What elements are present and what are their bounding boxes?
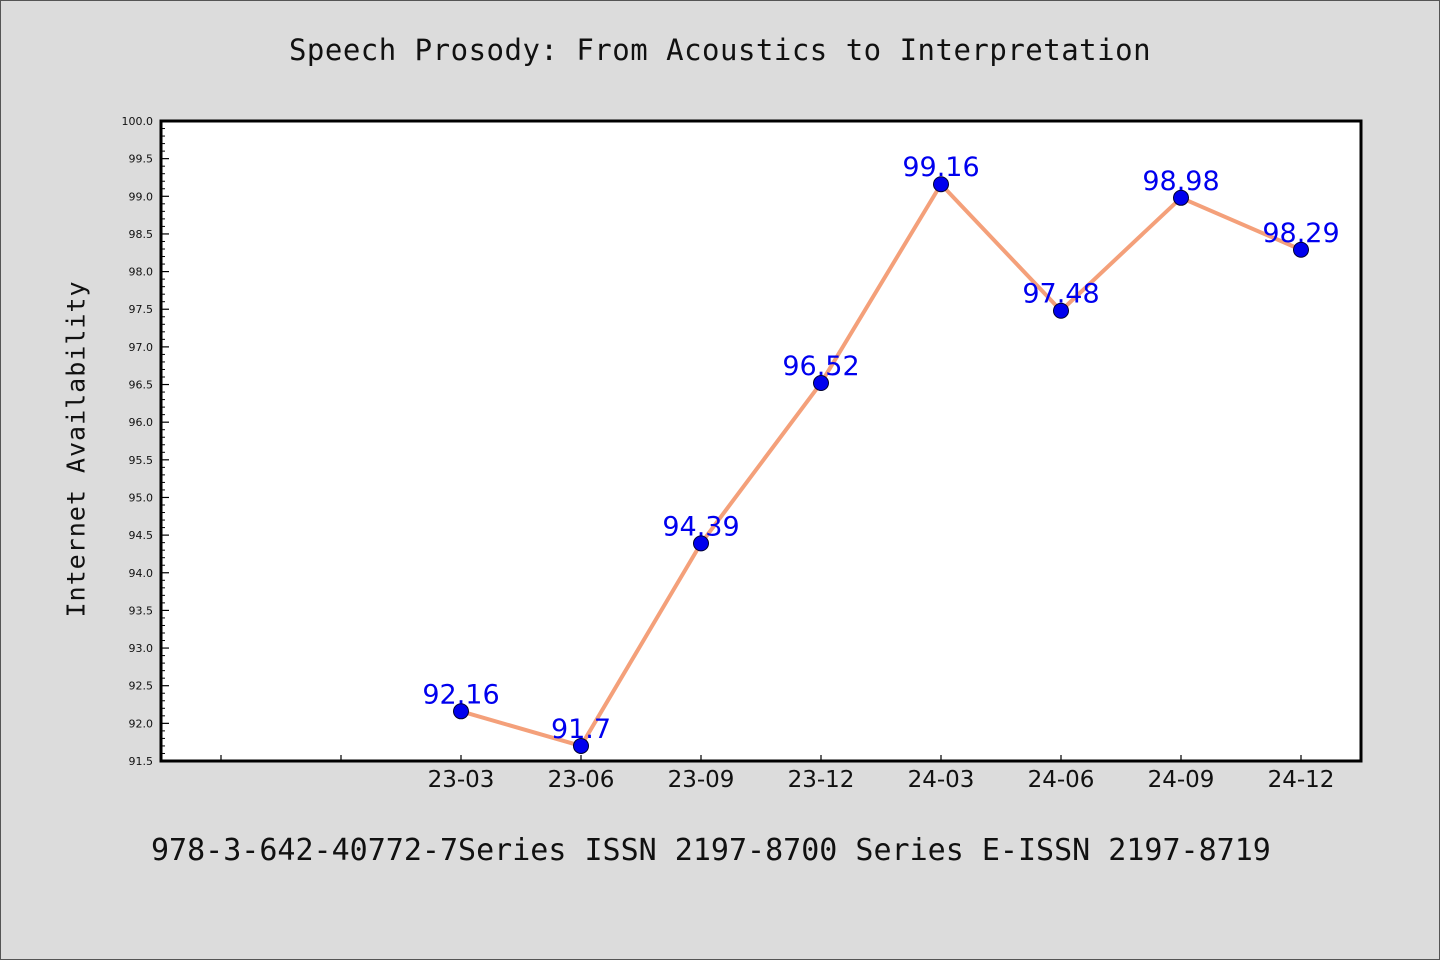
data-label: 96.52 — [782, 351, 859, 382]
data-label: 91.7 — [551, 714, 611, 745]
y-tick-label: 99.5 — [129, 153, 154, 166]
y-tick-label: 100.0 — [122, 115, 154, 128]
y-tick-label: 98.0 — [129, 266, 154, 279]
data-point — [1053, 302, 1069, 319]
data-point — [573, 737, 589, 754]
y-tick-label: 93.5 — [129, 604, 154, 617]
y-tick-label: 96.5 — [129, 379, 154, 392]
data-label: 92.16 — [422, 679, 499, 710]
y-tick-label: 98.5 — [129, 228, 154, 241]
y-tick-label: 94.0 — [129, 567, 154, 580]
data-point — [933, 176, 949, 193]
data-label: 98.98 — [1142, 166, 1219, 197]
x-axis: 23-03 23-06 23-09 23-12 24-03 24-06 24-09 24-12 — [220, 755, 1335, 793]
y-tick-label: 99.0 — [129, 190, 154, 203]
data-point — [453, 703, 469, 720]
data-point — [813, 375, 829, 392]
data-point — [693, 535, 709, 552]
y-axis: 91.5 92.0 92.5 93.0 93.5 94.0 94.5 95.0 95.5 96.0… — [122, 115, 169, 768]
data-label: 99.16 — [902, 152, 979, 183]
x-tick-label: 24-03 — [908, 767, 975, 793]
plot-area — [159, 119, 1363, 763]
x-tick-label: 23-06 — [548, 767, 615, 793]
x-tick-label: 23-03 — [428, 767, 495, 793]
footer-isbn-issn: 978-3-642-40772-7Series ISSN 2197-8700 S… — [151, 833, 1271, 868]
y-tick-label: 97.5 — [129, 303, 154, 316]
x-tick-label: 24-06 — [1028, 767, 1095, 793]
y-tick-label: 97.0 — [129, 341, 154, 354]
y-tick-label: 95.5 — [129, 454, 154, 467]
x-tick-label: 23-12 — [788, 767, 855, 793]
y-tick-label: 93.0 — [129, 642, 154, 655]
y-tick-label: 96.0 — [129, 416, 154, 429]
data-point — [1293, 241, 1309, 258]
x-tick-label: 23-09 — [668, 767, 735, 793]
data-label: 97.48 — [1022, 279, 1099, 310]
y-tick-label: 94.5 — [129, 529, 154, 542]
y-tick-label: 92.5 — [129, 680, 154, 693]
y-tick-label: 95.0 — [129, 491, 154, 504]
x-tick-label: 24-09 — [1148, 767, 1215, 793]
series-line — [460, 182, 1302, 748]
y-tick-label: 91.5 — [129, 755, 154, 768]
y-tick-label: 92.0 — [129, 717, 154, 730]
x-tick-label: 24-12 — [1268, 767, 1335, 793]
data-label: 94.39 — [662, 511, 739, 542]
data-point — [1173, 189, 1189, 206]
data-label: 98.29 — [1262, 218, 1339, 249]
chart-title: Speech Prosody: From Acoustics to Interp… — [288, 33, 1152, 67]
